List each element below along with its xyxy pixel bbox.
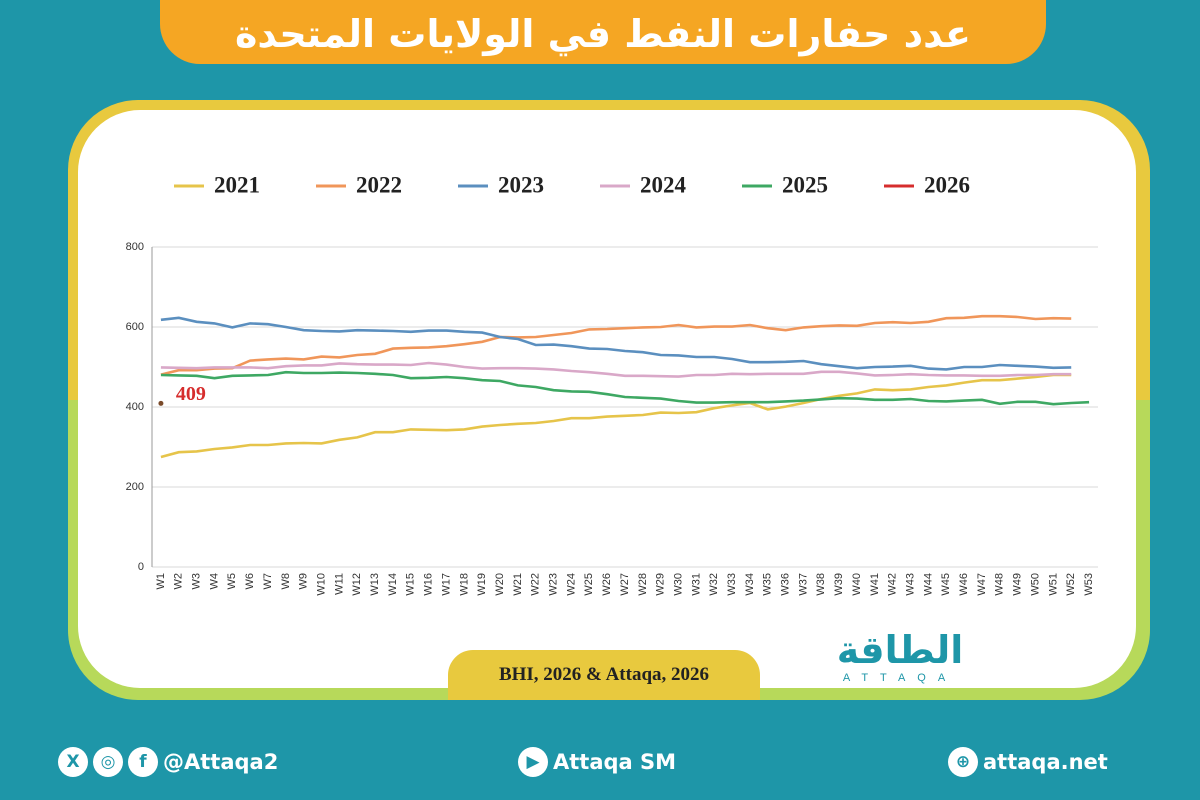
x-tick-label: W14 [387,573,399,596]
axes: 0 200 400 600 800 W1 W2 W3 W4 W5 W6 W7 W8 W9 W10 W11 W12… [126,241,1098,596]
source-pill: BHI, 2026 & Attaqa, 2026 [448,650,760,700]
x-tick-label: W32 [708,573,720,596]
facebook-icon[interactable]: f [128,747,158,777]
y-tick-label: 400 [126,401,144,413]
series-line [160,373,1072,459]
x-tick-label: W25 [583,573,595,596]
x-tick-label: W48 [994,573,1006,596]
x-tick-label: W33 [726,573,738,596]
card [78,110,1136,688]
x-tick-label: W12 [351,573,363,596]
y-tick-label: 0 [138,561,144,573]
x-tick-label: W41 [869,573,881,596]
x-tick-label: W6 [244,573,256,590]
legend-label: 2024 [640,172,687,197]
logo-latin: ATTAQA [842,672,958,684]
x-tick-label: W35 [762,573,774,596]
x-tick-label: W39 [833,573,845,596]
instagram-icon[interactable]: ◎ [93,747,123,777]
title-bar: عدد حفارات النفط في الولايات المتحدة [160,0,1046,64]
series-line [160,316,1072,371]
social-footer: X ◎ f @Attaqa2 [58,745,278,779]
x-tick-label: W30 [672,573,684,596]
data-label: 409 [176,383,206,405]
web-footer: ⊕ attaqa.net [948,745,1108,779]
x-tick-label: W45 [940,573,952,596]
x-tick-label: W50 [1029,573,1041,596]
legend-label: 2026 [924,172,970,197]
youtube-handle: Attaqa SM [553,750,677,774]
x-tick-label: W24 [565,573,577,596]
x-tick-label: W51 [1047,573,1059,596]
web-icon[interactable]: ⊕ [948,747,978,777]
x-tick-label: W47 [976,573,988,596]
x-tick-label: W8 [280,573,292,590]
logo: الطاقة ATTAQA [815,628,985,684]
x-tick-label: W37 [797,573,809,596]
x-tick-label: W40 [851,573,863,596]
series-line [160,314,1072,376]
youtube-icon[interactable]: ▶ [518,747,548,777]
x-tick-label: W46 [958,573,970,596]
x-tick-label: W13 [369,573,381,596]
legend-label: 2023 [498,172,544,197]
x-tick-label: W44 [922,573,934,596]
x-tick-label: W2 [173,573,185,590]
x-tick-label: W49 [1012,573,1024,596]
x-tick-label: W34 [744,573,756,596]
x-tick-label: W17 [440,573,452,596]
x-tick-label: W1 [155,573,167,590]
logo-name: الطاقة [836,628,964,672]
x-tick-label: W16 [423,573,435,596]
x-tick-label: W5 [226,573,238,590]
y-tick-label: 200 [126,481,144,493]
x-tick-label: W3 [191,573,203,590]
x-tick-label: W9 [298,573,310,590]
x-tick-label: W10 [315,573,327,596]
x-tick-label: W31 [690,573,702,596]
series-line [160,361,1072,378]
youtube-footer: ▶ Attaqa SM [518,745,676,779]
y-tick-label: 600 [126,321,144,333]
x-tick-label: W21 [512,573,524,596]
x-tick-label: W22 [530,573,542,596]
x-tick-label: W19 [476,573,488,596]
x-tick-label: W11 [333,573,345,595]
x-tick-label: W28 [637,573,649,596]
legend-label: 2021 [214,172,260,197]
x-tick-label: W20 [494,573,506,596]
web-address: attaqa.net [983,750,1108,774]
x-tick-label: W18 [458,573,470,596]
data-point [158,400,164,406]
x-tick-label: W23 [548,573,560,596]
series-line [160,370,1090,406]
x-tick-label: W7 [262,573,274,590]
y-tick-label: 800 [126,241,144,253]
x-tick-label: W52 [1065,573,1077,596]
legend-label: 2025 [782,172,828,197]
x-tick-label: W43 [904,573,916,596]
x-tick-label: W26 [601,573,613,596]
title: عدد حفارات النفط في الولايات المتحدة [234,12,971,56]
x-tick-label: W42 [887,573,899,596]
source: BHI, 2026 & Attaqa, 2026 [498,664,710,685]
x-tick-label: W15 [405,573,417,596]
x-tick-label: W36 [780,573,792,596]
x-tick-label: W27 [619,573,631,596]
x-tick-label: W53 [1083,573,1095,596]
x-tick-label: W4 [208,573,220,590]
legend-label: 2022 [356,172,402,197]
x-icon[interactable]: X [58,747,88,777]
social-handle: @Attaqa2 [163,750,279,774]
x-tick-label: W29 [655,573,667,596]
x-tick-label: W38 [815,573,827,596]
